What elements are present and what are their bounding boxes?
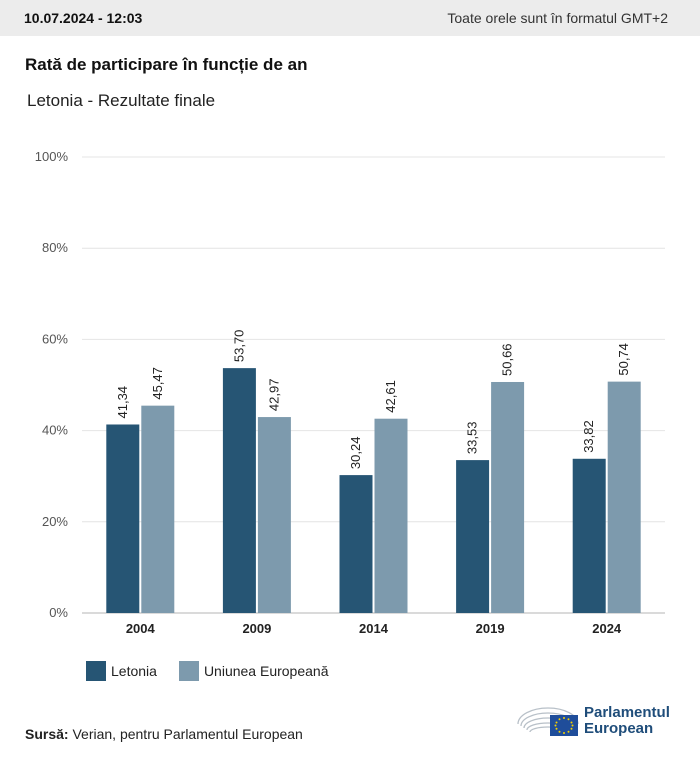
data-label: 41,34	[115, 386, 130, 419]
bar-ue	[607, 381, 641, 613]
y-tick-label: 100%	[35, 149, 69, 164]
legend-swatch-ue	[178, 661, 199, 681]
y-tick-label: 60%	[42, 331, 68, 346]
timezone-note: Toate orele sunt în formatul GMT+2	[447, 10, 668, 26]
bar-letonia	[456, 460, 490, 613]
chart-title: Rată de participare în funcție de an	[25, 55, 308, 74]
data-label: 42,61	[383, 380, 398, 413]
parliament-logo: Parlamentul European	[516, 702, 670, 740]
logo-line-2: European	[584, 720, 654, 737]
y-tick-label: 0%	[49, 605, 68, 620]
source-text: Verian, pentru Parlamentul European	[72, 726, 303, 742]
x-tick-label: 2004	[126, 621, 156, 636]
legend: Letonia Uniunea Europeană	[86, 661, 350, 681]
x-tick-label: 2014	[359, 621, 389, 636]
legend-item-ue: Uniunea Europeană	[178, 661, 329, 681]
source-label: Sursă:	[25, 726, 69, 742]
bar-ue	[491, 381, 525, 613]
bar-ue	[141, 405, 175, 613]
data-label: 42,97	[266, 379, 281, 412]
legend-swatch-letonia	[86, 661, 106, 681]
data-label: 53,70	[231, 330, 246, 363]
bar-letonia	[106, 424, 140, 613]
y-tick-label: 40%	[42, 423, 68, 438]
bar-letonia	[339, 475, 373, 613]
top-bar: 10.07.2024 - 12:03 Toate orele sunt în f…	[0, 0, 700, 36]
chart-subtitle: Letonia - Rezultate finale	[27, 91, 216, 110]
legend-label-ue: Uniunea Europeană	[203, 663, 329, 679]
data-label: 33,53	[465, 422, 480, 455]
parliament-emblem-icon	[517, 707, 579, 736]
y-tick-label: 80%	[42, 240, 68, 255]
legend-label-letonia: Letonia	[111, 663, 157, 679]
bar-ue	[374, 418, 408, 613]
legend-item-letonia: Letonia	[86, 661, 157, 681]
timestamp: 10.07.2024 - 12:03	[24, 10, 143, 26]
data-label: 50,74	[616, 343, 631, 376]
logo-line-1: Parlamentul	[584, 704, 670, 721]
source-note: Sursă: Verian, pentru Parlamentul Europe…	[25, 726, 303, 742]
bar-letonia	[572, 458, 606, 613]
x-tick-label: 2009	[242, 621, 271, 636]
bar-chart: 0% 20% 40% 60% 80% 100% 41,34 45,47 2004 53,70 42,…	[35, 149, 665, 636]
y-tick-label: 20%	[42, 514, 68, 529]
data-label: 33,82	[581, 420, 596, 453]
bar-ue	[257, 417, 291, 613]
x-tick-label: 2024	[592, 621, 622, 636]
data-label: 30,24	[348, 437, 363, 470]
x-tick-label: 2019	[476, 621, 505, 636]
data-label: 50,66	[500, 343, 515, 376]
bar-letonia	[222, 368, 256, 613]
data-label: 45,47	[150, 367, 165, 400]
